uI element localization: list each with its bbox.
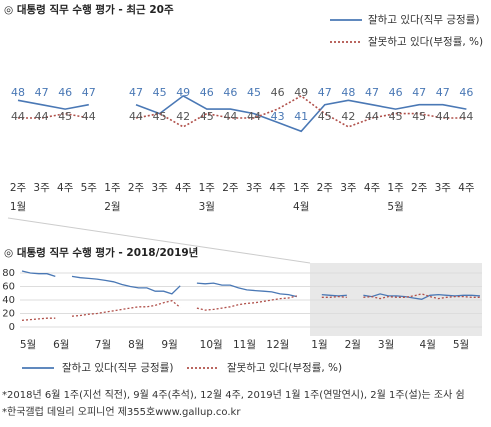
data-label: 48 [11, 86, 25, 99]
data-label: 44 [247, 110, 261, 123]
x-tick-label: 3주 [340, 182, 357, 194]
data-label: 44 [35, 110, 49, 123]
data-label: 46 [58, 86, 72, 99]
data-label: 47 [35, 86, 49, 99]
x-tick-label: 3주 [246, 182, 263, 194]
x-month-label: 2월 [104, 201, 120, 213]
x-tick-label: 3주 [435, 182, 452, 194]
x-tick-label: 4주 [57, 182, 74, 194]
data-label: 49 [294, 86, 308, 99]
data-label: 45 [247, 86, 261, 99]
data-label: 44 [436, 110, 450, 123]
x-tick-label: 2월 [345, 339, 361, 351]
data-label: 43 [271, 110, 285, 123]
x-tick-label: 1월 [311, 339, 327, 351]
data-label: 45 [58, 110, 72, 123]
x-tick-label: 8월 [128, 339, 144, 351]
x-month-label: 4월 [293, 201, 309, 213]
x-tick-label: 12월 [266, 339, 289, 351]
x-tick-label: 1주 [104, 182, 121, 194]
x-tick-label: 5월 [20, 339, 36, 351]
x-tick-label: 3주 [33, 182, 50, 194]
data-label: 42 [341, 110, 355, 123]
data-label: 46 [459, 86, 473, 99]
data-label: 44 [129, 110, 143, 123]
x-tick-label: 2주 [10, 182, 27, 194]
data-label: 49 [176, 86, 190, 99]
series-line [21, 293, 480, 321]
data-label: 47 [365, 86, 379, 99]
series-line [21, 270, 481, 300]
legend-label: 잘하고 있다(직무 긍정률) [62, 361, 173, 374]
x-tick-label: 4주 [269, 182, 286, 194]
y-tick-label: 60 [2, 282, 15, 293]
data-label: 45 [153, 86, 167, 99]
x-tick-label: 2주 [128, 182, 145, 194]
data-label: 47 [82, 86, 96, 99]
x-tick-label: 7월 [95, 339, 111, 351]
x-tick-label: 2주 [411, 182, 428, 194]
zoom-connector [7, 217, 311, 264]
legend-label: 잘하고 있다(직무 긍정률) [368, 13, 479, 26]
data-label: 47 [412, 86, 426, 99]
y-tick-label: 80 [2, 268, 15, 279]
data-label: 44 [11, 110, 25, 123]
series-line [18, 94, 467, 128]
y-tick-label: 20 [2, 309, 15, 320]
y-tick-label: 40 [2, 295, 15, 306]
data-label: 45 [412, 110, 426, 123]
x-tick-label: 4주 [458, 182, 475, 194]
x-tick-label: 6월 [53, 339, 69, 351]
data-label: 45 [389, 110, 403, 123]
data-label: 42 [176, 110, 190, 123]
x-tick-label: 4월 [420, 339, 436, 351]
series-line [17, 94, 467, 133]
x-month-label: 1월 [10, 201, 26, 213]
data-label: 46 [389, 86, 403, 99]
legend-label: 잘못하고 있다(부정률, %) [227, 361, 342, 374]
data-label: 47 [129, 86, 143, 99]
x-tick-label: 2주 [317, 182, 334, 194]
data-label: 46 [223, 86, 237, 99]
x-tick-label: 11월 [233, 339, 256, 351]
x-month-label: 5월 [387, 201, 403, 213]
data-label: 44 [223, 110, 237, 123]
footnote: *2018년 6월 1주(지선 직전), 9월 4주(추석), 12월 4주, … [2, 389, 465, 401]
chart-title: ◎ 대통령 직무 수행 평가 - 최근 20주 [4, 3, 174, 16]
x-tick-label: 5주 [81, 182, 98, 194]
data-label: 45 [318, 110, 332, 123]
x-tick-label: 1주 [199, 182, 216, 194]
x-tick-label: 1주 [387, 182, 404, 194]
x-tick-label: 4주 [364, 182, 381, 194]
data-label: 46 [200, 86, 214, 99]
x-tick-label: 9월 [161, 339, 177, 351]
x-tick-label: 5월 [453, 339, 469, 351]
data-label: 45 [200, 110, 214, 123]
data-label: 44 [82, 110, 96, 123]
x-tick-label: 3월 [378, 339, 394, 351]
data-label: 47 [436, 86, 450, 99]
x-tick-label: 3주 [151, 182, 168, 194]
x-tick-label: 1주 [293, 182, 310, 194]
data-label: 48 [341, 86, 355, 99]
x-tick-label: 10월 [200, 339, 223, 351]
data-label: 46 [271, 86, 285, 99]
data-label: 41 [294, 110, 308, 123]
chart-title: ◎ 대통령 직무 수행 평가 - 2018/2019년 [4, 246, 198, 259]
x-tick-label: 2주 [222, 182, 239, 194]
data-label: 47 [318, 86, 332, 99]
footnote: *한국갤럽 데일리 오피니언 제355호www.gallup.co.kr [2, 406, 241, 418]
legend-label: 잘못하고 있다(부정률, %) [368, 35, 483, 48]
y-tick-label: 0 [9, 322, 15, 333]
data-label: 44 [365, 110, 379, 123]
x-tick-label: 4주 [175, 182, 192, 194]
data-label: 44 [459, 110, 473, 123]
data-label: 45 [153, 110, 167, 123]
x-month-label: 3월 [199, 201, 215, 213]
